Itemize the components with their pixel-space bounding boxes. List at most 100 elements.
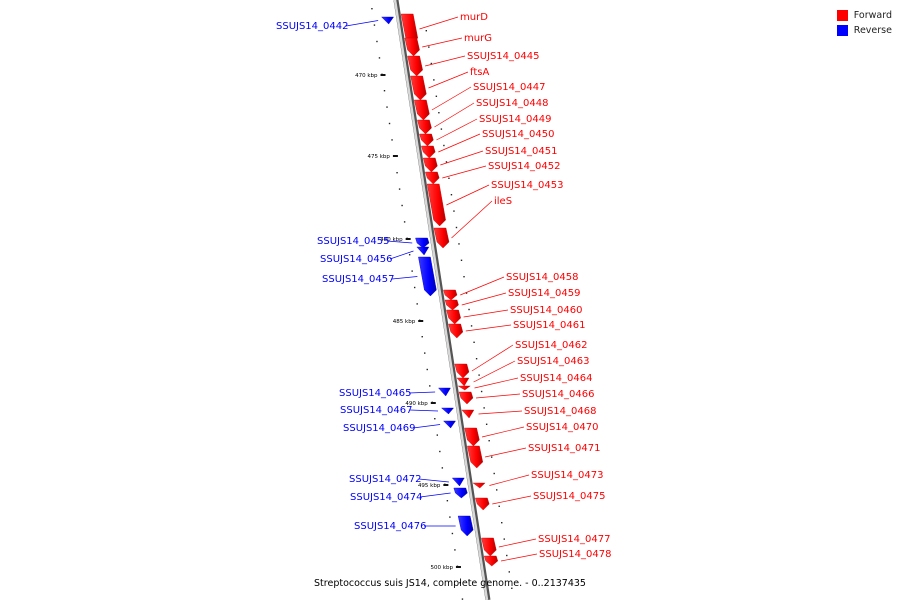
gene-feature[interactable] [456,377,470,387]
reverse-gene-arrow[interactable] [451,477,465,487]
gene-feature[interactable] [472,482,486,489]
forward-gene-arrow[interactable] [454,363,470,379]
gene-label[interactable]: murG [464,33,492,44]
gene-feature[interactable] [426,183,446,227]
gene-label[interactable]: SSUJS14_0450 [482,129,555,140]
gene-label[interactable]: SSUJS14_0473 [531,470,604,481]
reverse-gene-arrow[interactable] [416,246,430,256]
gene-label[interactable]: SSUJS14_0462 [515,340,588,351]
gene-label[interactable]: SSUJS14_0460 [510,305,583,316]
gene-feature[interactable] [443,289,458,301]
gene-feature[interactable] [457,515,474,537]
gene-label[interactable]: SSUJS14_0468 [524,406,597,417]
gene-feature[interactable] [381,16,394,25]
gene-label[interactable]: SSUJS14_0453 [491,180,564,191]
gene-label[interactable]: SSUJS14_0476 [354,521,427,532]
gene-label[interactable]: SSUJS14_0474 [350,492,423,503]
gene-feature[interactable] [464,427,480,447]
gene-label[interactable]: SSUJS14_0467 [340,405,413,416]
forward-gene-arrow[interactable] [404,37,420,57]
reverse-gene-arrow[interactable] [381,16,394,25]
forward-gene-arrow[interactable] [475,497,490,511]
forward-gene-arrow[interactable] [425,171,440,185]
gene-feature[interactable] [451,477,465,487]
gene-label[interactable]: murD [460,12,488,23]
gene-label[interactable]: SSUJS14_0463 [517,356,590,367]
forward-gene-arrow[interactable] [472,482,486,489]
forward-gene-arrow[interactable] [483,555,499,567]
gene-label[interactable]: SSUJS14_0471 [528,443,601,454]
reverse-gene-arrow[interactable] [441,407,454,415]
gene-feature[interactable] [419,133,434,147]
forward-gene-arrow[interactable] [457,385,471,391]
gene-label[interactable]: SSUJS14_0452 [488,161,561,172]
gene-label[interactable]: SSUJS14_0457 [322,274,395,285]
gene-feature[interactable] [461,409,475,419]
gene-feature[interactable] [454,363,470,379]
gene-feature[interactable] [483,555,499,567]
gene-label[interactable]: SSUJS14_0465 [339,388,412,399]
gene-label[interactable]: SSUJS14_0475 [533,491,606,502]
gene-feature[interactable] [404,37,420,57]
gene-feature[interactable] [422,157,438,173]
gene-feature[interactable] [443,420,456,429]
gene-feature[interactable] [414,99,430,121]
forward-gene-arrow[interactable] [410,75,427,101]
gene-label[interactable]: SSUJS14_0455 [317,236,390,247]
forward-gene-arrow[interactable] [456,377,470,387]
gene-label[interactable]: SSUJS14_0466 [522,389,595,400]
gene-label[interactable]: SSUJS14_0478 [539,549,612,560]
forward-gene-arrow[interactable] [444,299,459,311]
forward-gene-arrow[interactable] [481,537,497,557]
reverse-gene-arrow[interactable] [418,256,437,297]
forward-gene-arrow[interactable] [422,157,438,173]
gene-feature[interactable] [438,387,451,397]
gene-feature[interactable] [457,385,471,391]
forward-gene-arrow[interactable] [464,427,480,447]
forward-gene-arrow[interactable] [421,145,436,159]
gene-feature[interactable] [417,119,432,135]
gene-feature[interactable] [410,75,427,101]
reverse-gene-arrow[interactable] [415,237,430,249]
gene-label[interactable]: SSUJS14_0461 [513,320,586,331]
forward-gene-arrow[interactable] [407,55,423,77]
gene-label[interactable]: SSUJS14_0470 [526,422,599,433]
gene-label[interactable]: ftsA [470,67,489,78]
gene-label[interactable]: SSUJS14_0477 [538,534,611,545]
gene-feature[interactable] [475,497,490,511]
forward-gene-arrow[interactable] [433,227,450,249]
gene-label[interactable]: SSUJS14_0469 [343,423,416,434]
gene-feature[interactable] [415,237,430,249]
gene-feature[interactable] [446,309,461,325]
forward-gene-arrow[interactable] [448,323,464,339]
gene-label[interactable]: SSUJS14_0456 [320,254,393,265]
forward-gene-arrow[interactable] [417,119,432,135]
reverse-gene-arrow[interactable] [438,387,451,397]
forward-gene-arrow[interactable] [467,445,483,469]
gene-feature[interactable] [418,256,437,297]
forward-gene-arrow[interactable] [419,133,434,147]
gene-feature[interactable] [421,145,436,159]
forward-gene-arrow[interactable] [446,309,461,325]
gene-feature[interactable] [467,445,483,469]
gene-feature[interactable] [425,171,440,185]
gene-feature[interactable] [407,55,423,77]
gene-label[interactable]: SSUJS14_0472 [349,474,422,485]
gene-label[interactable]: SSUJS14_0448 [476,98,549,109]
gene-feature[interactable] [453,487,468,499]
gene-feature[interactable] [458,391,474,405]
reverse-gene-arrow[interactable] [443,420,456,429]
gene-label[interactable]: ileS [494,196,512,207]
gene-feature[interactable] [444,299,459,311]
gene-feature[interactable] [433,227,450,249]
forward-gene-arrow[interactable] [461,409,475,419]
reverse-gene-arrow[interactable] [457,515,474,537]
gene-label[interactable]: SSUJS14_0451 [485,146,558,157]
gene-label[interactable]: SSUJS14_0464 [520,373,593,384]
gene-feature[interactable] [481,537,497,557]
gene-label[interactable]: SSUJS14_0459 [508,288,581,299]
gene-label[interactable]: SSUJS14_0447 [473,82,546,93]
gene-label[interactable]: SSUJS14_0445 [467,51,540,62]
forward-gene-arrow[interactable] [414,99,430,121]
gene-label[interactable]: SSUJS14_0442 [276,21,349,32]
